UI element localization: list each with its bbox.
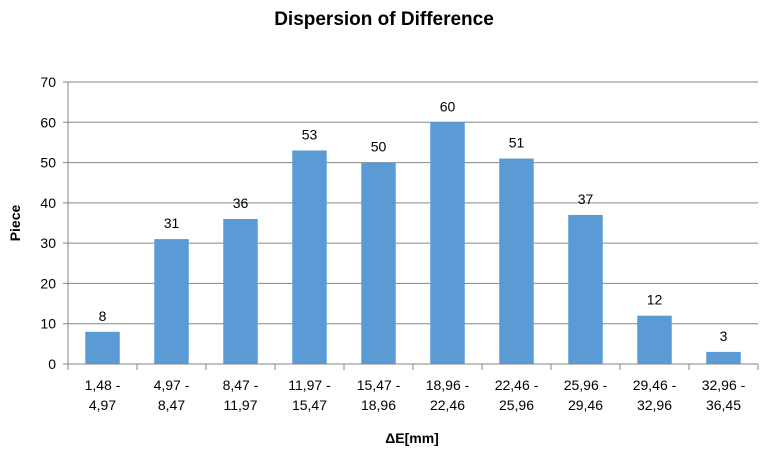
data-label: 3 (720, 328, 728, 344)
y-tick-label: 20 (40, 275, 56, 291)
y-tick-label: 40 (40, 195, 56, 211)
bar (568, 214, 603, 364)
y-tick-label: 50 (40, 155, 56, 171)
y-tick-label: 60 (40, 114, 56, 130)
x-tick-label: 25,96 - (564, 377, 608, 393)
data-label: 12 (647, 292, 663, 308)
x-tick-label: 29,46 (568, 397, 603, 413)
bar (292, 150, 327, 364)
bar (361, 162, 396, 364)
data-label: 60 (440, 98, 456, 114)
data-label: 37 (578, 191, 594, 207)
x-tick-label: 18,96 - (426, 377, 470, 393)
y-axis-title: Piece (7, 204, 23, 241)
x-tick-label: 8,47 - (223, 377, 259, 393)
x-tick-label: 11,97 - (288, 377, 331, 393)
x-tick-label: 4,97 (89, 397, 116, 413)
data-label: 50 (371, 139, 387, 155)
y-tick-label: 10 (40, 316, 56, 332)
data-labels: 8 31 36 53 50 60 51 37 12 3 (99, 98, 728, 344)
x-tick-label: 8,47 (158, 397, 185, 413)
bar (706, 351, 741, 364)
bar (154, 239, 189, 364)
bar (223, 218, 258, 364)
x-tick-label: 22,46 - (495, 377, 539, 393)
x-tick-label: 18,96 (361, 397, 396, 413)
bars (85, 122, 741, 365)
y-tick-label: 30 (40, 235, 56, 251)
data-label: 36 (233, 195, 249, 211)
x-tick-label: 15,47 - (357, 377, 401, 393)
bar (85, 331, 120, 364)
bar (637, 315, 672, 364)
x-tick-label: 32,96 (637, 397, 672, 413)
y-axis: 0 10 20 30 40 50 60 70 (40, 74, 69, 372)
data-label: 53 (302, 126, 318, 142)
x-tick-label: 36,45 (706, 397, 741, 413)
x-axis: 1,48 - 4,97 4,97 - 8,47 8,47 - 11,97 11,97 - 15… (67, 363, 759, 413)
bar (499, 158, 534, 364)
x-tick-label: 4,97 - (154, 377, 190, 393)
x-tick-label: 15,47 (292, 397, 327, 413)
x-tick-label: 29,46 - (633, 377, 677, 393)
x-tick-label: 1,48 - (85, 377, 121, 393)
data-label: 31 (164, 215, 180, 231)
y-tick-label: 70 (40, 74, 56, 90)
x-tick-label: 11,97 (224, 397, 258, 413)
x-axis-title: ΔE[mm] (385, 430, 439, 446)
x-tick-label: 22,46 (430, 397, 465, 413)
bar (430, 122, 465, 365)
x-tick-label: 32,96 - (702, 377, 746, 393)
x-tick-label: 25,96 (499, 397, 534, 413)
y-tick-label: 0 (48, 356, 56, 372)
data-label: 51 (509, 135, 525, 151)
chart-title: Dispersion of Difference (274, 9, 494, 30)
data-label: 8 (99, 308, 107, 324)
